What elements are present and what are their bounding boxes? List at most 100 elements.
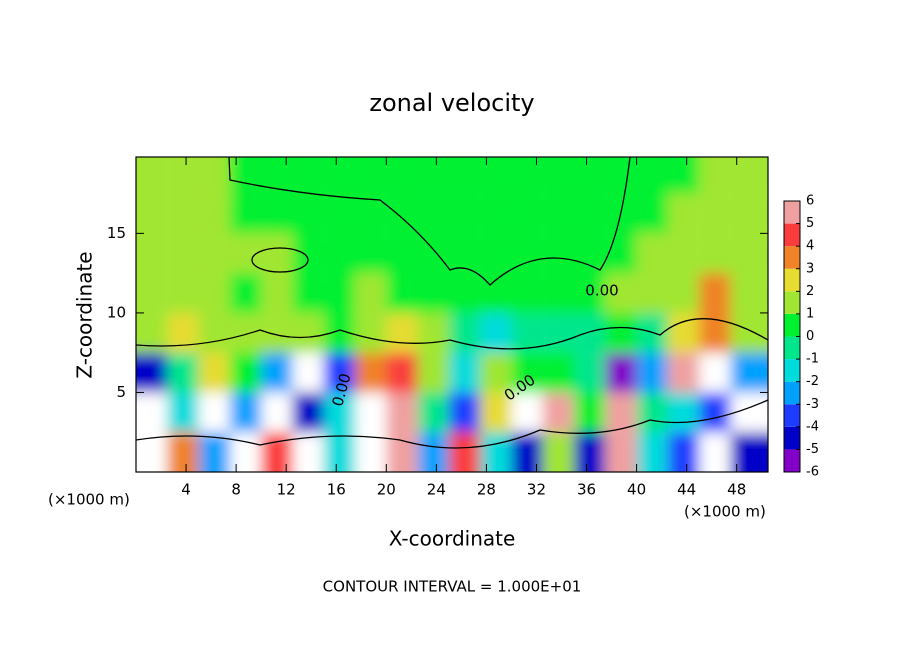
cell: [699, 233, 731, 274]
cell: [699, 432, 731, 472]
x-unit-label: (×1000 m): [684, 503, 766, 521]
cell: [480, 432, 512, 472]
colorbar-label: 4: [806, 239, 814, 254]
cell: [417, 157, 449, 194]
cell: [292, 352, 324, 393]
y-tick-label: 5: [116, 383, 126, 401]
cell: [574, 312, 606, 353]
cell: [480, 193, 512, 234]
cell: [448, 352, 481, 393]
colorbar-label: -2: [806, 374, 819, 389]
cell: [448, 193, 481, 234]
cell: [605, 312, 637, 353]
cell: [198, 312, 230, 353]
x-tick-label: 8: [231, 481, 241, 499]
cell: [355, 157, 387, 194]
colorbar-label: -4: [806, 419, 819, 434]
x-tick-label: 20: [377, 481, 396, 499]
colorbar-label: 3: [806, 261, 814, 276]
field-cells: [136, 157, 768, 472]
cell: [542, 432, 575, 472]
cell: [355, 352, 387, 393]
cell: [355, 432, 387, 472]
cell: [136, 392, 168, 433]
cell: [730, 193, 768, 234]
cell: [167, 432, 199, 472]
chart-title: zonal velocity: [369, 89, 534, 117]
cell: [323, 193, 356, 234]
cell: [229, 193, 262, 234]
cell: [667, 157, 700, 194]
cell: [542, 233, 575, 274]
cell: [167, 273, 199, 313]
cell: [574, 193, 606, 234]
x-tick-label: 48: [727, 481, 746, 499]
y-tick-label: 15: [107, 224, 126, 242]
cell: [136, 432, 168, 472]
cell: [417, 273, 449, 313]
cell: [261, 193, 293, 234]
x-tick-label: 44: [677, 481, 696, 499]
cell: [167, 233, 199, 274]
cell: [167, 392, 199, 433]
cell: [542, 352, 575, 393]
cell: [605, 392, 637, 433]
cell: [198, 157, 230, 194]
cell: [167, 312, 199, 353]
cell: [261, 157, 293, 194]
cell: [323, 157, 356, 194]
cell: [448, 312, 481, 353]
colorbar-label: 6: [806, 194, 814, 209]
cell: [636, 432, 668, 472]
cell: [229, 392, 262, 433]
cell: [542, 392, 575, 433]
colorbar-label: 0: [806, 329, 814, 344]
cell: [198, 352, 230, 393]
colorbar-label: -3: [806, 397, 819, 412]
cell: [667, 273, 700, 313]
cell: [542, 193, 575, 234]
colorbar-swatch: [784, 449, 800, 472]
cell: [261, 312, 293, 353]
cell: [261, 352, 293, 393]
cell: [229, 432, 262, 472]
cell: [417, 432, 449, 472]
cell: [386, 352, 418, 393]
colorbar-label: 5: [806, 216, 814, 231]
cell: [699, 392, 731, 433]
cell: [636, 193, 668, 234]
colorbar-swatch: [784, 381, 800, 405]
cell: [480, 157, 512, 194]
cell: [448, 233, 481, 274]
cell: [292, 273, 324, 313]
cell: [136, 233, 168, 274]
colorbar-swatch: [784, 336, 800, 360]
cell: [636, 392, 668, 433]
contour-line: [228, 157, 631, 286]
plot-frame: [135, 156, 769, 473]
cell: [417, 233, 449, 274]
cell: [667, 233, 700, 274]
cell: [198, 392, 230, 433]
colorbar-swatch: [784, 404, 800, 427]
cell: [167, 157, 199, 194]
cell: [699, 157, 731, 194]
cell: [636, 233, 668, 274]
cell: [355, 233, 387, 274]
colorbar-swatch: [784, 246, 800, 269]
cell: [198, 432, 230, 472]
x-tick-label: 40: [627, 481, 646, 499]
cell: [167, 352, 199, 393]
cell: [417, 352, 449, 393]
cell: [636, 157, 668, 194]
colorbar-swatch: [784, 201, 800, 224]
cell: [136, 273, 168, 313]
cell: [605, 432, 637, 472]
contour-line: [251, 247, 309, 273]
cell: [730, 392, 768, 433]
x-tick-label: 32: [527, 481, 546, 499]
cell: [511, 193, 543, 234]
cell: [574, 157, 606, 194]
cell: [261, 432, 293, 472]
